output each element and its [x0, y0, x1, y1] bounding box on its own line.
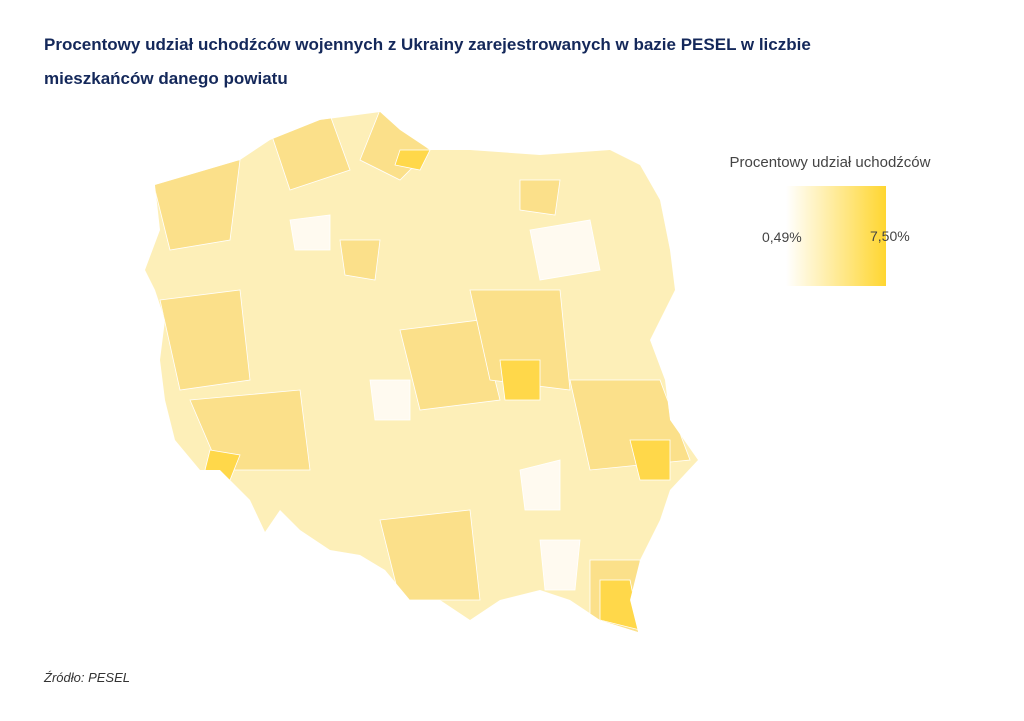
title: Procentowy udział uchodźców wojennych z … [44, 35, 811, 88]
legend-max-label: 7,50% [870, 228, 910, 244]
legend-min-label: 0,49% [762, 229, 802, 245]
source: Źródło: PESEL [44, 670, 130, 685]
legend-title: Procentowy udział uchodźców [730, 154, 931, 171]
legend-gradient [786, 186, 886, 286]
poland-districts [145, 112, 698, 632]
